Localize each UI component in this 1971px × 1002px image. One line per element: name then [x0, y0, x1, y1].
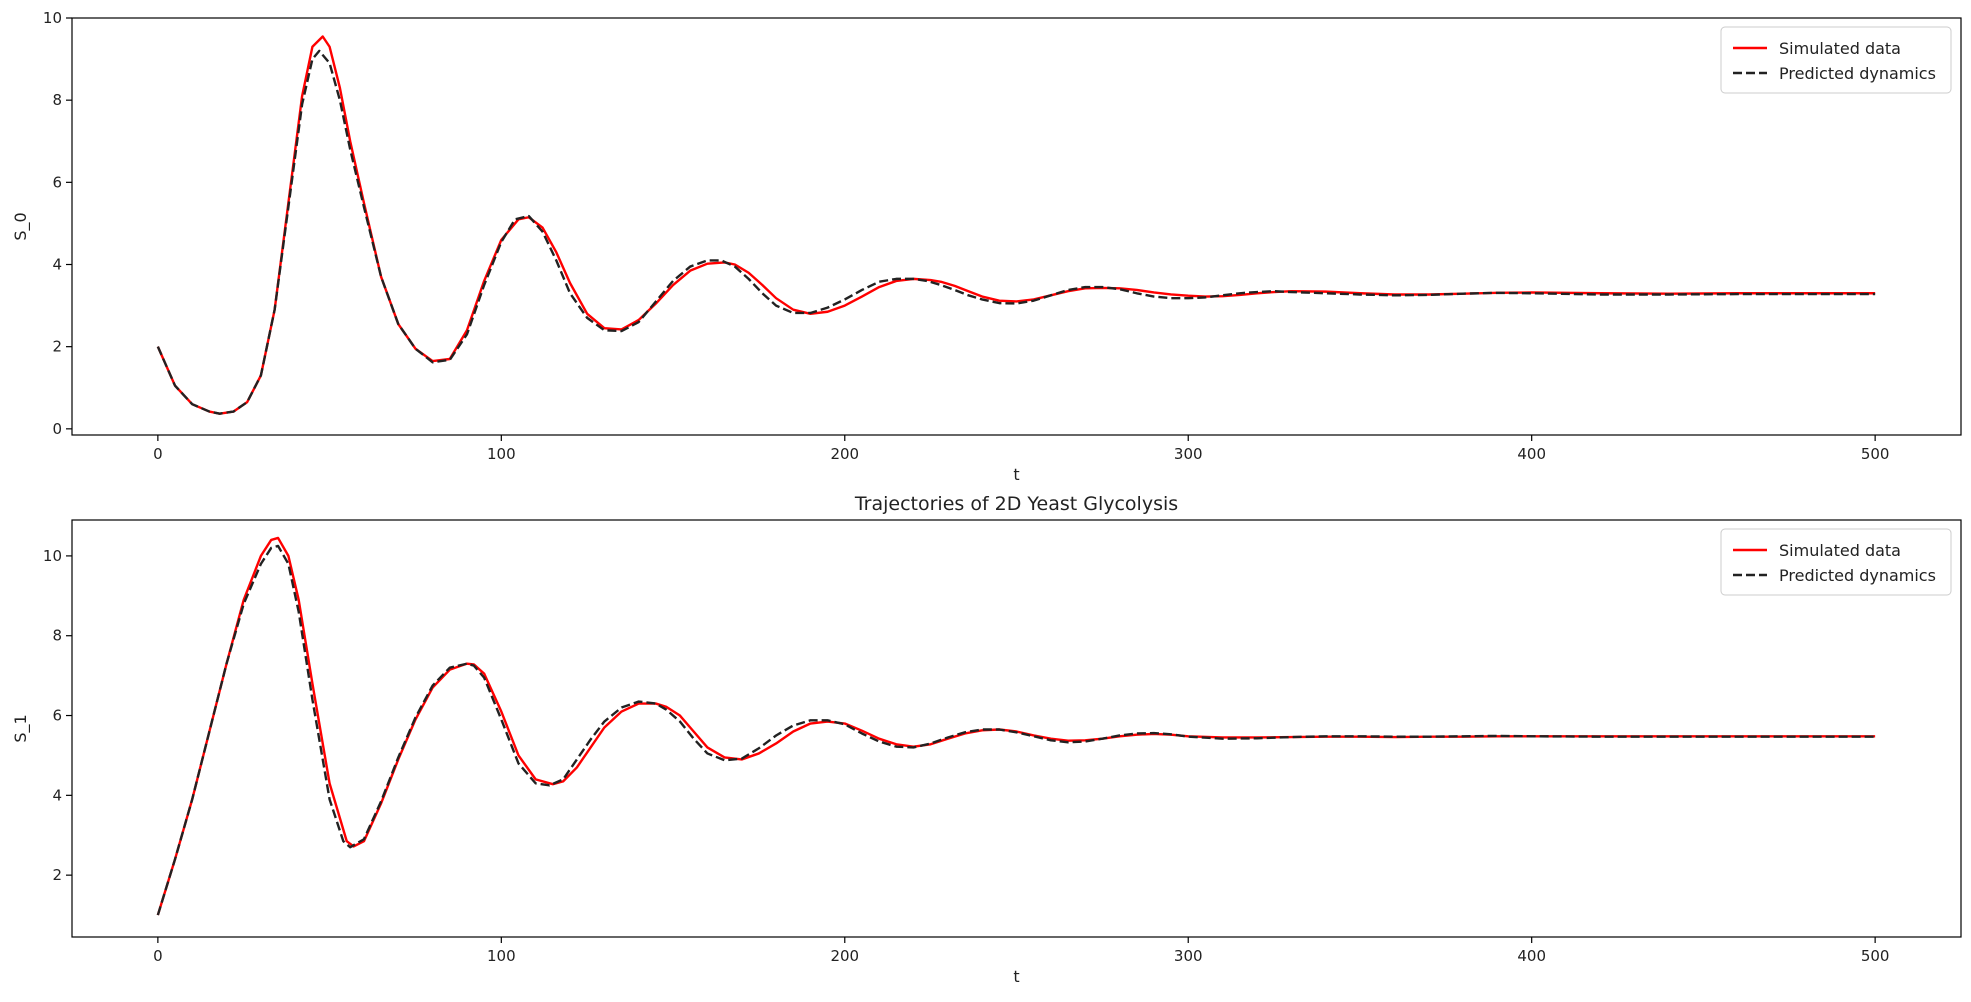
legend-label-predicted: Predicted dynamics	[1779, 566, 1936, 585]
x-axis-label: t	[1013, 967, 1019, 986]
legend-label-predicted: Predicted dynamics	[1779, 64, 1936, 83]
series-line-simulated	[156, 536, 1876, 916]
y-axis-label: S_0	[11, 212, 31, 240]
x-tick-label: 400	[1517, 947, 1546, 965]
chart-title: Trajectories of 2D Yeast Glycolysis	[854, 493, 1178, 515]
y-tick-label: 4	[52, 786, 62, 804]
x-tick-label: 500	[1861, 947, 1890, 965]
x-tick-label: 100	[487, 445, 516, 463]
y-axis-label: S_1	[11, 714, 31, 742]
series-line-predicted	[156, 49, 1876, 415]
x-axis-label: t	[1013, 465, 1019, 484]
legend: Simulated data Predicted dynamics	[1720, 528, 1952, 596]
x-tick-label: 0	[153, 947, 163, 965]
axes-frame	[71, 519, 1962, 938]
x-tick-label: 200	[830, 445, 859, 463]
y-tick-label: 2	[52, 866, 62, 884]
y-tick-label: 8	[52, 627, 62, 645]
panel-bottom: 0 100 200 300 400 500 2 4 6 8 10 t S_1 Trajectories o…	[11, 493, 1962, 986]
legend-box	[1720, 26, 1952, 94]
axes-frame	[71, 17, 1962, 436]
y-tick-label: 6	[52, 707, 62, 725]
legend-label-simulated: Simulated data	[1779, 541, 1901, 560]
series-line-simulated	[156, 35, 1876, 415]
legend-label-simulated: Simulated data	[1779, 39, 1901, 58]
x-tick-label: 500	[1861, 445, 1890, 463]
x-tick-label: 300	[1174, 445, 1203, 463]
x-tick-label: 0	[153, 445, 163, 463]
x-tick-label: 100	[487, 947, 516, 965]
y-tick-label: 6	[52, 173, 62, 191]
panel-top: 0 100 200 300 400 500 0 2 4 6 8 10 t S_0 Simulated dat…	[11, 9, 1962, 484]
y-tick-label: 10	[43, 9, 62, 27]
y-tick-label: 0	[52, 420, 62, 438]
x-tick-label: 200	[830, 947, 859, 965]
legend-box	[1720, 528, 1952, 596]
y-tick-label: 2	[52, 338, 62, 356]
x-tick-label: 300	[1174, 947, 1203, 965]
y-tick-label: 8	[52, 91, 62, 109]
legend: Simulated data Predicted dynamics	[1720, 26, 1952, 94]
x-tick-label: 400	[1517, 445, 1546, 463]
y-tick-label: 4	[52, 256, 62, 274]
y-tick-label: 10	[43, 547, 62, 565]
